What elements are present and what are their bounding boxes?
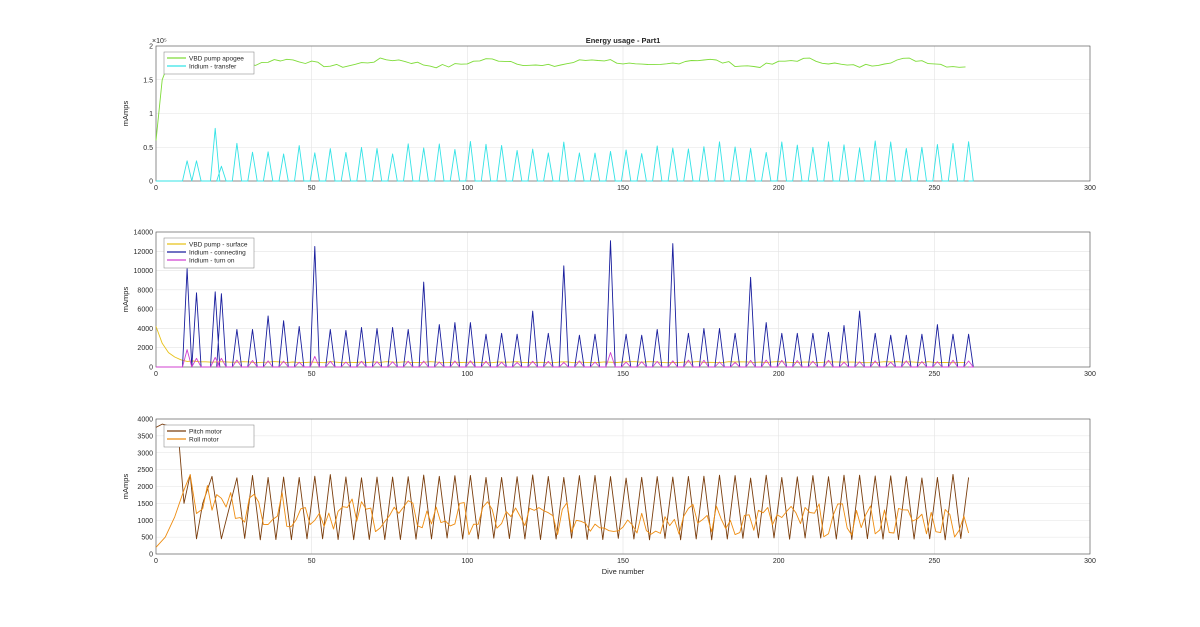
x-tick-label: 0: [154, 185, 158, 192]
x-tick-label: 300: [1084, 185, 1096, 192]
x-tick-label: 100: [461, 558, 473, 565]
axes-box: [155, 418, 1091, 555]
y-tick-label: 500: [141, 535, 153, 542]
y-axis-label: mAmps: [121, 287, 130, 313]
y-tick-label: 4000: [137, 326, 153, 333]
x-tick-label: 150: [617, 371, 629, 378]
legend-label: Pitch motor: [189, 428, 223, 435]
x-tick-label: 250: [928, 371, 940, 378]
x-tick-label: 200: [773, 185, 785, 192]
x-tick-label: 300: [1084, 371, 1096, 378]
x-tick-label: 50: [308, 558, 316, 565]
legend-label: VBD pump - surface: [189, 241, 248, 248]
y-tick-label: 2000: [137, 484, 153, 491]
y-tick-label: 1.5: [143, 77, 153, 84]
y-tick-label: 8000: [137, 287, 153, 294]
y-tick-label: 1000: [137, 518, 153, 525]
x-tick-label: 200: [773, 558, 785, 565]
y-tick-label: 2000: [137, 345, 153, 352]
x-tick-label: 150: [617, 558, 629, 565]
series-line-1: [155, 423, 970, 541]
legend-label: Iridium - turn on: [189, 257, 235, 264]
x-axis-label: Dive number: [602, 567, 645, 576]
y-tick-label: 0: [149, 552, 153, 559]
y-tick-label: 14000: [134, 230, 154, 237]
y-tick-label: 4000: [137, 417, 153, 424]
panel-3: 0 50 100 150 200 250 3000500100015002000250030…: [121, 417, 1096, 577]
x-tick-label: 0: [154, 371, 158, 378]
x-tick-label: 100: [461, 371, 473, 378]
x-tick-label: 50: [308, 371, 316, 378]
legend-label: VBD pump apogee: [189, 55, 244, 62]
legend-label: Iridium - transfer: [189, 63, 237, 70]
legend-box: [163, 51, 255, 75]
series-line-2: [156, 127, 974, 182]
y-tick-label: 1500: [137, 501, 153, 508]
x-tick-label: 150: [617, 185, 629, 192]
x-tick-label: 250: [928, 558, 940, 565]
y-tick-label: 0: [149, 365, 153, 372]
legend-label: Iridium - connecting: [189, 249, 246, 256]
series-line-3: [156, 349, 974, 368]
y-tick-label: 6000: [137, 307, 153, 314]
y-axis-label: mAmps: [121, 101, 130, 127]
y-tick-label: 3000: [137, 450, 153, 457]
panel-2: 0 50 100 150 200 250 300 0 2000 4000 6000 8000 10000…: [121, 230, 1096, 379]
y-tick-label: 10000: [134, 268, 154, 275]
series-line-1: [155, 57, 966, 141]
axes-box: [155, 231, 1091, 368]
y-exponent-label: ×10⁵: [152, 38, 167, 45]
y-axis-label: mAmps: [121, 474, 130, 500]
y-tick-label: 12000: [134, 249, 154, 256]
x-tick-label: 0: [154, 558, 158, 565]
y-tick-label: 2: [149, 44, 153, 51]
y-tick-label: 0: [149, 179, 153, 186]
panel-1: 0 50 100 150 200 250 300 0 0.5 1 1.5 2×10⁵ Energy us…: [121, 36, 1096, 192]
series-line-2: [155, 474, 970, 548]
chart-title: Energy usage - Part1: [586, 36, 661, 45]
x-tick-label: 100: [461, 185, 473, 192]
axes-box: [155, 45, 1091, 182]
x-tick-label: 200: [773, 371, 785, 378]
y-tick-label: 1: [149, 111, 153, 118]
x-tick-label: 300: [1084, 558, 1096, 565]
y-tick-label: 2500: [137, 467, 153, 474]
legend-box: [163, 237, 255, 269]
y-tick-label: 3500: [137, 433, 153, 440]
legend-label: Roll motor: [189, 436, 219, 443]
x-tick-label: 50: [308, 185, 316, 192]
series-line-1: [155, 326, 966, 364]
x-tick-label: 250: [928, 185, 940, 192]
y-tick-label: 0.5: [143, 145, 153, 152]
legend-box: [163, 424, 255, 448]
